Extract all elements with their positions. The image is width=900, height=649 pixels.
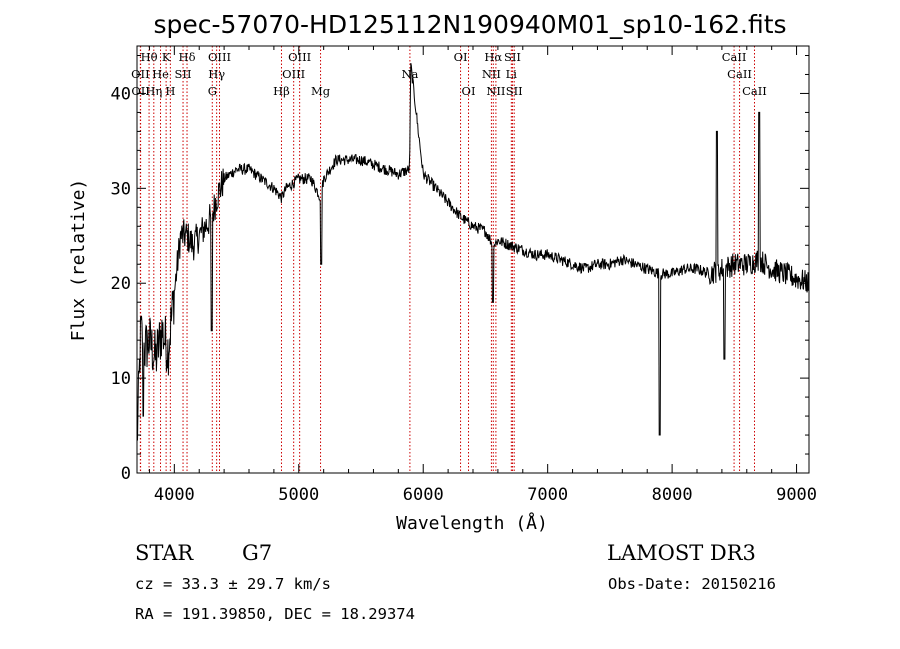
x-tick-label: 4000	[154, 485, 195, 505]
spectral-line-label: SII	[506, 84, 523, 98]
y-tick-label: 30	[111, 179, 131, 199]
survey-name: LAMOST DR3	[607, 541, 756, 565]
x-tick-label: 7000	[527, 485, 568, 505]
spectrum-line	[136, 62, 810, 441]
spectral-line-label: OII	[131, 84, 150, 98]
spectral-line-label: NII	[482, 67, 501, 81]
spectral-line-label: CaII	[742, 84, 767, 98]
plot-frame	[136, 45, 810, 474]
spectral-line-label: Hβ	[273, 84, 290, 98]
spectral-line-label: SII	[175, 67, 192, 81]
y-tick-label: 20	[111, 274, 131, 294]
redshift-cz: cz = 33.3 ± 29.7 km/s	[135, 575, 331, 593]
x-axis-label: Wavelength (Å)	[396, 512, 548, 534]
spectral-line-label: Hδ	[179, 50, 196, 64]
spectral-line-label: OI	[454, 50, 468, 64]
spectral-line-label: He	[152, 67, 169, 81]
object-class: STAR	[135, 541, 194, 565]
object-subclass: G7	[242, 541, 272, 565]
spectral-line-label: OI	[462, 84, 476, 98]
spectral-line-label: NII	[486, 84, 505, 98]
spectral-line-label: K	[162, 50, 171, 64]
x-tick-label: 9000	[776, 485, 817, 505]
spectral-line-label: CaII	[722, 50, 747, 64]
spectral-line-label: OIII	[288, 50, 311, 64]
ra-dec-coordinates: RA = 191.39850, DEC = 18.29374	[135, 605, 415, 623]
spectral-line-label: CaII	[727, 67, 752, 81]
y-axis-ticks: 0 10 20 30 40	[111, 54, 809, 484]
spectral-line-label: G	[208, 84, 217, 98]
spectral-line-label: OIII	[282, 67, 305, 81]
x-tick-label: 8000	[652, 485, 693, 505]
spectral-line-label: Hα	[484, 50, 502, 64]
spectral-line-label: Mg	[311, 84, 331, 98]
x-axis-ticks: 4000 5000 6000 7000 8000 9000	[148, 46, 817, 505]
x-tick-label: 5000	[278, 485, 319, 505]
spectral-line-label: OIII	[208, 50, 231, 64]
spectral-line-label: H	[165, 84, 175, 98]
y-tick-label: 0	[121, 464, 131, 484]
chart-title: spec-57070-HD125112N190940M01_sp10-162.f…	[153, 10, 786, 39]
spectral-line-label: Na	[401, 67, 418, 81]
spectral-line-markers	[139, 46, 755, 473]
spectral-line-label: Li	[506, 67, 518, 81]
observation-date: Obs-Date: 20150216	[608, 575, 776, 593]
spectral-line-label: Hθ	[141, 50, 158, 64]
spectrum-series	[136, 62, 810, 441]
spectral-line-label: Hγ	[208, 67, 225, 81]
y-tick-label: 10	[111, 369, 131, 389]
x-tick-label: 6000	[403, 485, 444, 505]
y-tick-label: 40	[111, 84, 131, 104]
spectral-line-label: SII	[504, 50, 521, 64]
y-axis-label: Flux (relative)	[68, 179, 89, 342]
spectral-line-label: Hη	[145, 84, 162, 98]
